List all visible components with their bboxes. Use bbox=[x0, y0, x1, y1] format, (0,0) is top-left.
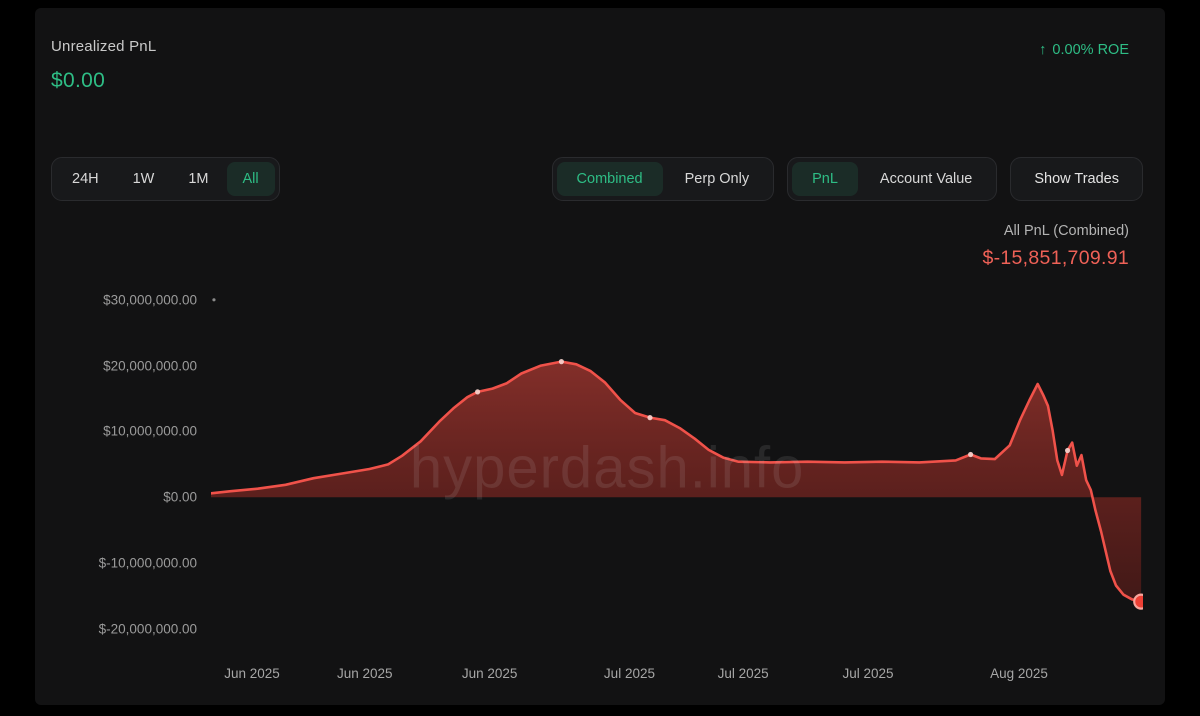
y-axis-label: $10,000,000.00 bbox=[103, 423, 197, 439]
y-axis-label: $0.00 bbox=[163, 489, 197, 505]
chart-legend: All PnL (Combined) $-15,851,709.91 bbox=[51, 223, 1143, 270]
point-marker bbox=[968, 451, 974, 458]
x-axis-label: Jun 2025 bbox=[461, 666, 518, 681]
gridline-dot bbox=[212, 298, 216, 302]
metric-toggle: PnL Account Value bbox=[787, 157, 998, 201]
pnl-dashboard-panel: Unrealized PnL $0.00 ↑ 0.00% ROE 24H 1W 1M… bbox=[35, 8, 1165, 705]
y-axis-label: $30,000,000.00 bbox=[103, 292, 197, 308]
option-account-value[interactable]: Account Value bbox=[860, 162, 992, 196]
y-axis-label: $-20,000,000.00 bbox=[98, 621, 197, 637]
x-axis-label: Jun 2025 bbox=[336, 666, 393, 681]
unrealized-pnl-label: Unrealized PnL bbox=[51, 38, 157, 55]
right-controls: Combined Perp Only PnL Account Value Show … bbox=[551, 157, 1143, 201]
x-axis-label: Jul 2025 bbox=[842, 666, 894, 681]
x-axis: Jun 2025 Jun 2025 Jun 2025 Jul 2025 Jul 2025… bbox=[211, 652, 1143, 688]
option-1w[interactable]: 1W bbox=[117, 162, 171, 196]
option-combined[interactable]: Combined bbox=[556, 162, 663, 196]
point-marker bbox=[1064, 447, 1071, 454]
option-1m[interactable]: 1M bbox=[172, 162, 224, 196]
pnl-line bbox=[211, 360, 1143, 603]
roe-indicator: ↑ 0.00% ROE bbox=[1039, 42, 1129, 58]
up-arrow-icon: ↑ bbox=[1039, 42, 1047, 58]
point-marker bbox=[647, 415, 653, 421]
x-axis-label: Jul 2025 bbox=[603, 666, 655, 681]
pnl-chart: $30,000,000.00 $20,000,000.00 $10,000,000.… bbox=[51, 280, 1143, 688]
roe-value: 0.00% ROE bbox=[1052, 42, 1129, 58]
y-axis-label: $-10,000,000.00 bbox=[98, 555, 197, 571]
x-axis-label: Jul 2025 bbox=[717, 666, 769, 681]
point-marker bbox=[475, 389, 481, 395]
chart-plot-area[interactable]: hyperdash.info bbox=[211, 280, 1143, 652]
x-axis-label: Aug 2025 bbox=[990, 666, 1048, 681]
time-range-tabs: 24H 1W 1M All bbox=[51, 157, 280, 201]
chart-controls-row: 24H 1W 1M All Combined Perp Only PnL Account … bbox=[51, 157, 1143, 201]
summary-header: Unrealized PnL $0.00 ↑ 0.00% ROE bbox=[51, 38, 1143, 93]
option-perp-only[interactable]: Perp Only bbox=[665, 162, 769, 196]
show-trades-button[interactable]: Show Trades bbox=[1010, 157, 1143, 201]
last-point-dot bbox=[1133, 593, 1143, 610]
y-axis-label: $20,000,000.00 bbox=[103, 358, 197, 374]
y-axis: $30,000,000.00 $20,000,000.00 $10,000,000.… bbox=[51, 280, 211, 652]
view-toggle: Combined Perp Only bbox=[551, 157, 775, 201]
unrealized-pnl-block: Unrealized PnL $0.00 bbox=[51, 38, 156, 93]
chart-legend-value: $-15,851,709.91 bbox=[982, 247, 1129, 269]
chart-legend-label: All PnL (Combined) bbox=[1003, 223, 1129, 239]
pnl-area-fill bbox=[211, 361, 1142, 602]
option-pnl[interactable]: PnL bbox=[792, 162, 858, 196]
data-point-markers bbox=[475, 359, 1071, 458]
option-all[interactable]: All bbox=[226, 162, 275, 196]
pnl-area-chart[interactable] bbox=[211, 280, 1143, 652]
x-axis-label: Jun 2025 bbox=[224, 666, 280, 681]
unrealized-pnl-value: $0.00 bbox=[51, 69, 106, 92]
option-24h[interactable]: 24H bbox=[56, 162, 115, 196]
current-value-dot bbox=[1133, 593, 1143, 610]
point-marker bbox=[558, 359, 564, 365]
